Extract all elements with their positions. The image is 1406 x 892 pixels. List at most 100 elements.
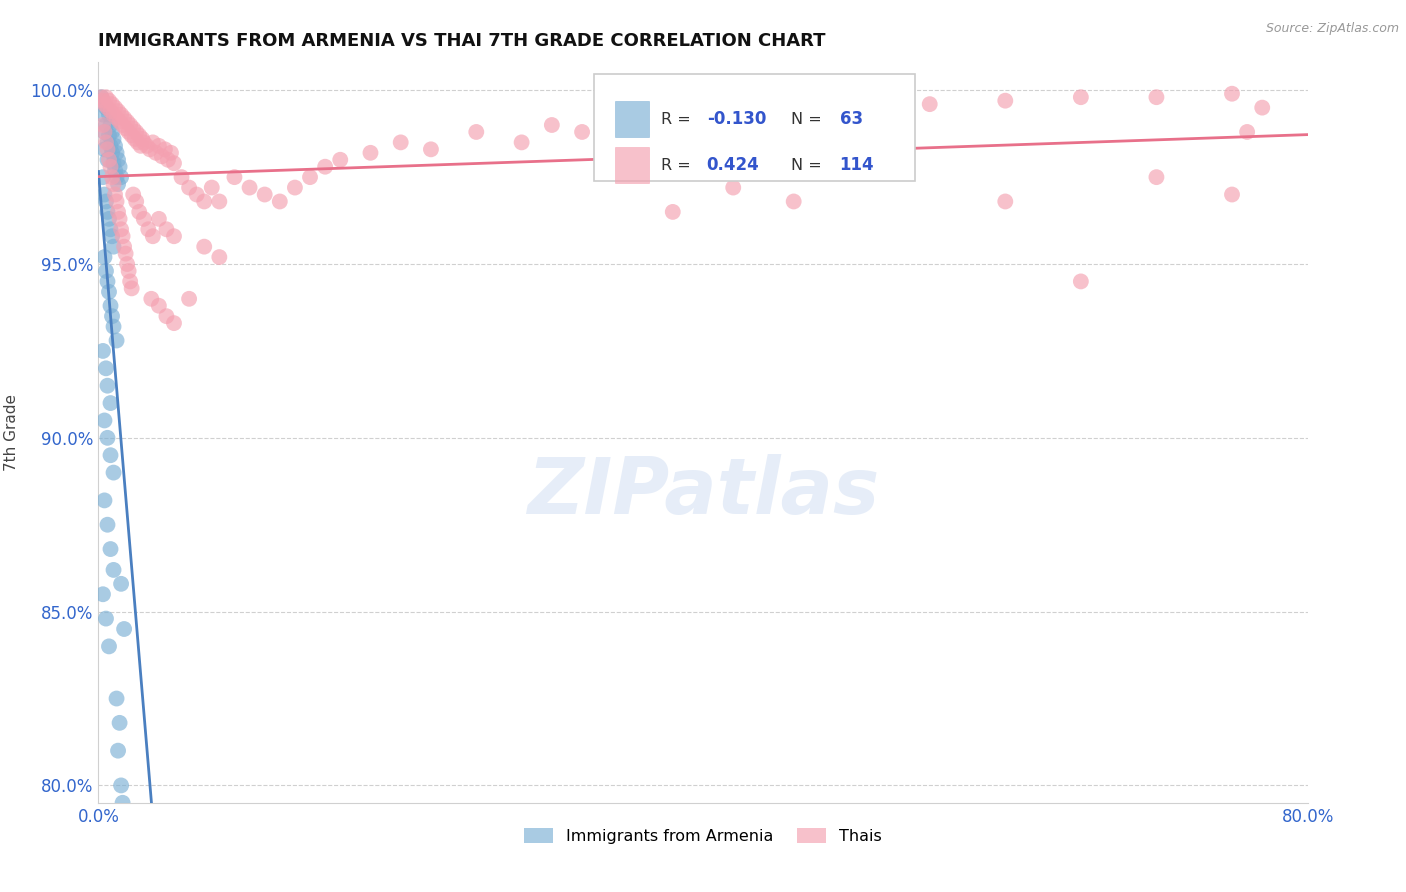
- Point: [115, 114, 138, 128]
- Point: [93, 142, 115, 156]
- Point: [107, 177, 129, 191]
- Point: [101, 229, 124, 244]
- Point: [127, 136, 149, 150]
- Point: [110, 107, 132, 121]
- Point: [844, 101, 866, 115]
- Point: [155, 222, 177, 236]
- Point: [107, 153, 129, 167]
- Text: R =: R =: [661, 112, 696, 127]
- Point: [1236, 125, 1258, 139]
- Point: [465, 125, 488, 139]
- Point: [156, 153, 179, 167]
- Point: [692, 107, 714, 121]
- Point: [111, 796, 134, 810]
- Point: [91, 343, 114, 358]
- Point: [186, 187, 208, 202]
- Point: [314, 160, 336, 174]
- Text: -0.130: -0.130: [707, 111, 766, 128]
- Point: [98, 211, 121, 226]
- Point: [108, 715, 131, 730]
- Point: [105, 691, 128, 706]
- Point: [93, 97, 115, 112]
- Point: [104, 163, 127, 178]
- Point: [112, 240, 135, 254]
- Point: [201, 180, 224, 194]
- Point: [100, 104, 122, 119]
- Point: [122, 187, 145, 202]
- Point: [122, 121, 145, 136]
- Point: [96, 517, 118, 532]
- Point: [91, 587, 114, 601]
- Point: [132, 136, 155, 150]
- Point: [121, 128, 143, 143]
- Point: [420, 142, 443, 156]
- Point: [103, 107, 125, 121]
- Point: [98, 640, 121, 654]
- Y-axis label: 7th Grade: 7th Grade: [4, 394, 20, 471]
- Point: [94, 101, 117, 115]
- Text: ZIPatlas: ZIPatlas: [527, 454, 879, 530]
- Point: [142, 136, 165, 150]
- Text: N =: N =: [792, 112, 827, 127]
- Point: [103, 319, 125, 334]
- Point: [1144, 90, 1167, 104]
- Point: [107, 205, 129, 219]
- Point: [661, 118, 683, 132]
- Point: [723, 180, 745, 194]
- Point: [155, 309, 177, 323]
- Point: [129, 139, 152, 153]
- Point: [153, 142, 176, 156]
- Point: [96, 136, 118, 150]
- Point: [101, 170, 124, 185]
- Point: [723, 114, 745, 128]
- Point: [111, 118, 134, 132]
- Point: [125, 125, 148, 139]
- Text: R =: R =: [661, 158, 696, 173]
- Point: [389, 136, 412, 150]
- Point: [1220, 187, 1243, 202]
- Point: [148, 211, 170, 226]
- Point: [94, 264, 117, 278]
- Point: [90, 90, 112, 104]
- Point: [98, 153, 121, 167]
- Point: [193, 240, 215, 254]
- Point: [91, 170, 114, 185]
- FancyBboxPatch shape: [595, 73, 915, 181]
- Point: [110, 577, 132, 591]
- Point: [94, 136, 117, 150]
- Point: [163, 316, 186, 330]
- Point: [783, 194, 806, 209]
- Point: [110, 170, 132, 185]
- Point: [193, 194, 215, 209]
- Point: [100, 160, 122, 174]
- Point: [104, 187, 127, 202]
- Point: [329, 153, 352, 167]
- Point: [94, 118, 117, 132]
- Point: [112, 622, 135, 636]
- Point: [179, 292, 201, 306]
- Point: [96, 205, 118, 219]
- Point: [111, 229, 134, 244]
- Point: [360, 145, 382, 160]
- Point: [299, 170, 322, 185]
- Point: [114, 121, 136, 136]
- Point: [1251, 101, 1274, 115]
- Point: [93, 413, 115, 427]
- Point: [107, 744, 129, 758]
- Point: [510, 136, 533, 150]
- Point: [94, 361, 117, 376]
- Point: [141, 292, 163, 306]
- Point: [120, 118, 142, 132]
- Point: [100, 118, 122, 132]
- Point: [239, 180, 262, 194]
- Text: 0.424: 0.424: [707, 156, 759, 174]
- Point: [105, 111, 128, 125]
- Point: [1144, 170, 1167, 185]
- Point: [139, 142, 162, 156]
- Text: 114: 114: [839, 156, 875, 174]
- Point: [100, 396, 122, 410]
- Point: [114, 246, 136, 260]
- Point: [994, 194, 1017, 209]
- Bar: [614, 147, 648, 183]
- Point: [135, 139, 157, 153]
